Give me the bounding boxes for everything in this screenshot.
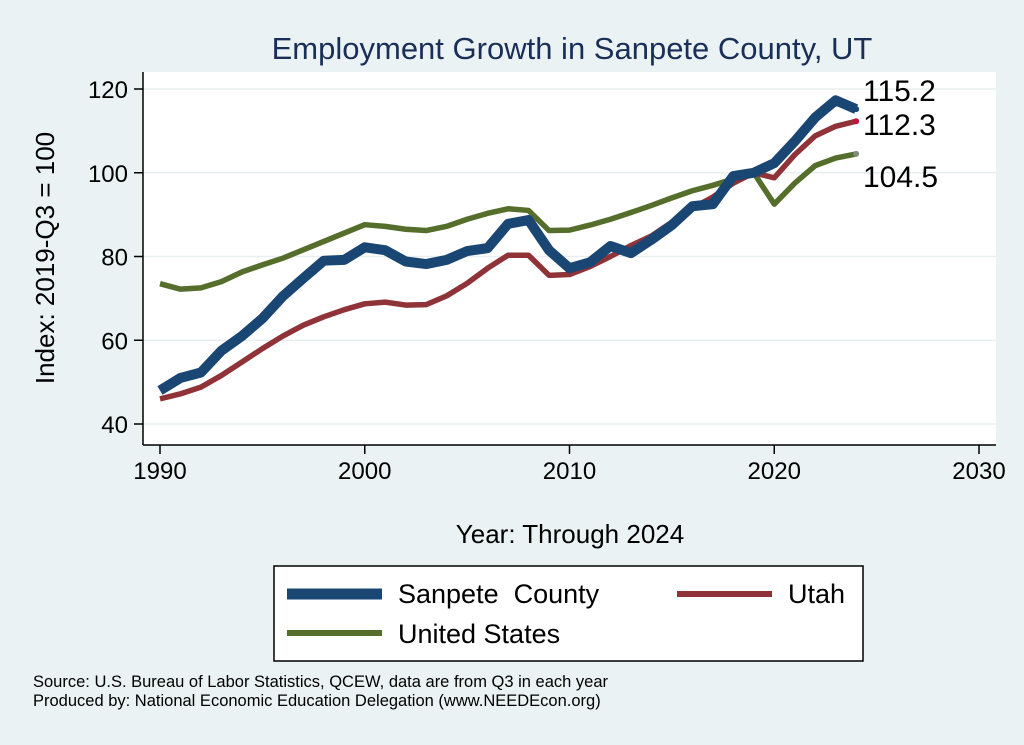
x-tick-label-3: 2020 [748,458,801,485]
end-markers [853,106,860,157]
y-tick-label-4: 120 [88,77,128,104]
legend-label-sanpete: Sanpete County [398,579,600,609]
end-label-united-states: 104.5 [863,161,938,194]
chart-title: Employment Growth in Sanpete County, UT [272,31,873,66]
end-marker-utah [853,118,860,125]
y-axis-label: Index: 2019-Q3 = 100 [30,132,60,384]
source-note: Source: U.S. Bureau of Labor Statistics,… [33,673,609,691]
x-tick-label-2: 2010 [543,458,596,485]
axes: 40 60 80 100 120 1990 2000 2010 2020 2030 [88,72,1006,485]
y-tick-label-0: 40 [101,412,128,439]
x-axis-label: Year: Through 2024 [456,519,684,549]
y-tick-label-2: 80 [101,245,128,272]
x-tick-label-0: 1990 [133,458,186,485]
series-lines [157,95,859,402]
x-tick-label-4: 2030 [952,458,1005,485]
producer-note: Produced by: National Economic Education… [33,692,601,710]
y-tick-label-3: 100 [88,161,128,188]
legend-box [273,565,864,662]
end-marker-sanpete-county [853,106,860,113]
x-tick-label-1: 2000 [338,458,391,485]
end-label-sanpete-county: 115.2 [863,75,936,108]
series-line-sanpete-county [157,95,859,395]
legend: Sanpete County Utah United States [273,565,864,662]
legend-label-utah: Utah [788,579,845,609]
y-tick-label-1: 60 [101,328,128,355]
end-label-utah: 112.3 [863,109,936,142]
legend-label-united-states: United States [398,619,560,649]
end-marker-united-states [853,150,860,157]
